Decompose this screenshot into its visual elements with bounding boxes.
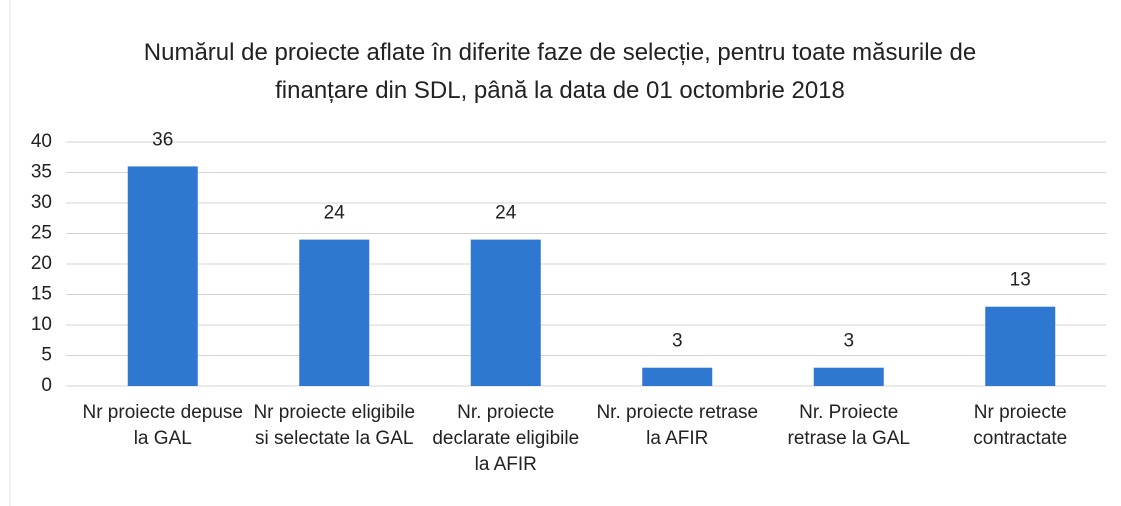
value-label: 3	[843, 331, 854, 352]
bar	[470, 239, 541, 386]
x-tick-label: Nr proiecte contractate	[973, 402, 1068, 449]
chart-title: Numărul de proiecte aflate în diferite f…	[143, 39, 977, 104]
x-tick-label: Nr. proiecte declarate eligibile la AFIR	[432, 402, 580, 475]
bar	[813, 367, 884, 386]
x-tick-label: Nr. Proiecte retrase la GAL	[787, 402, 911, 449]
x-tick-label: Nr. proiecte retrase la AFIR	[596, 402, 759, 449]
value-label: 24	[495, 203, 517, 224]
x-tick-label: Nr proiecte eligibile si selectate la GA…	[253, 402, 416, 449]
value-label: 24	[324, 203, 346, 224]
bar	[127, 166, 198, 386]
value-label: 3	[672, 331, 683, 352]
y-tick-label: 15	[31, 284, 52, 305]
value-label: 13	[1010, 270, 1031, 291]
bar	[642, 367, 713, 386]
y-tick-label: 0	[41, 375, 52, 396]
y-tick-label: 25	[31, 223, 52, 244]
bar	[299, 239, 370, 386]
y-tick-label: 5	[41, 345, 52, 366]
y-tick-label: 35	[31, 162, 52, 183]
value-label: 36	[152, 129, 173, 150]
y-tick-label: 10	[31, 314, 52, 335]
y-tick-label: 20	[31, 253, 52, 274]
x-tick-label: Nr proiecte depuse la GAL	[82, 402, 244, 449]
y-tick-label: 40	[31, 131, 52, 152]
y-tick-label: 30	[31, 192, 52, 213]
bar	[985, 306, 1056, 386]
